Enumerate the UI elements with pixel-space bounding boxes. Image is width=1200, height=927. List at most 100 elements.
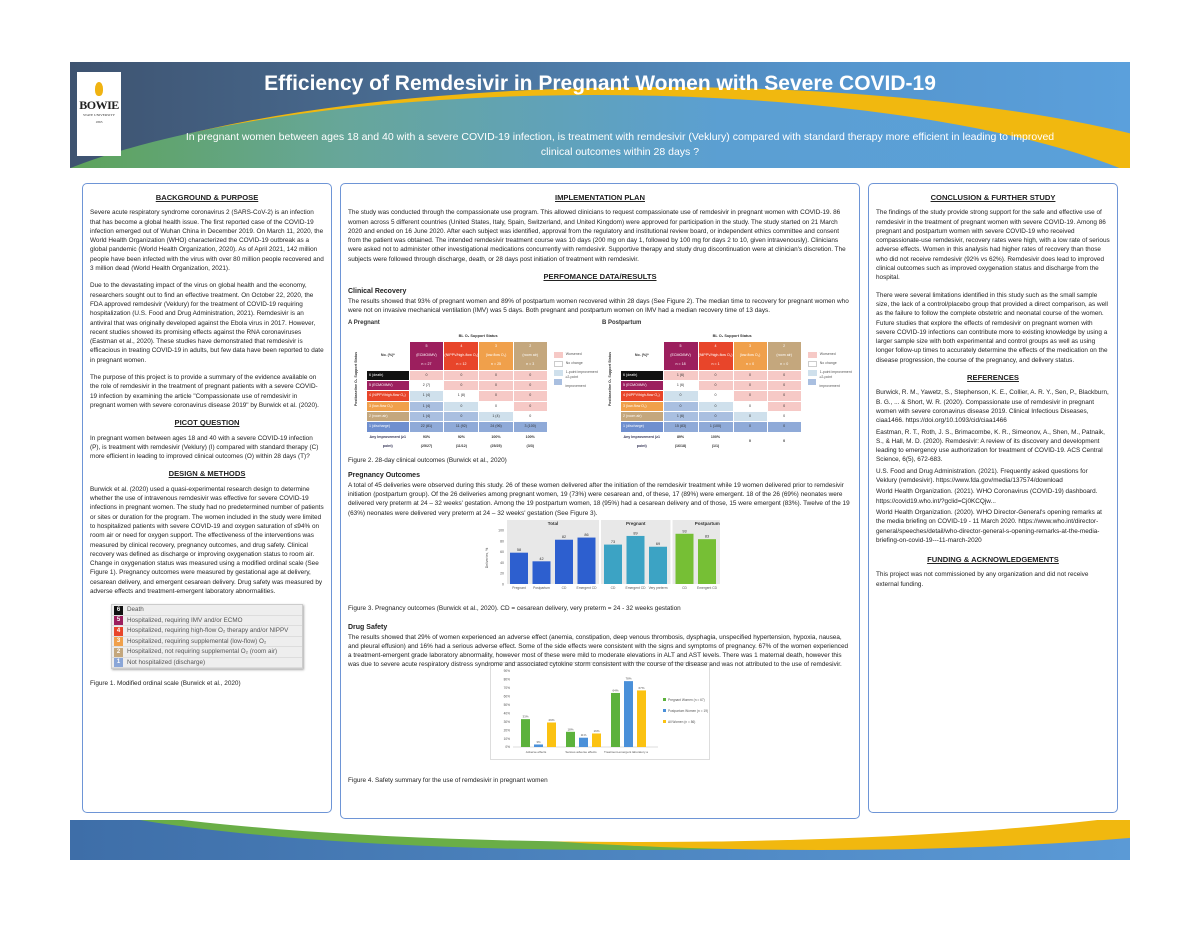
- pregnancy-outcomes-text: A total of 45 deliveries were observed d…: [348, 481, 850, 517]
- bar: [624, 680, 633, 747]
- bar: [534, 744, 543, 747]
- table-cell: 0: [408, 369, 445, 382]
- scale-number: 3: [114, 637, 123, 647]
- legend-label: 1-point improvement: [565, 370, 598, 375]
- postbaseline-axis-label: Postbaseline O₂ Support Status: [354, 351, 358, 406]
- table-row: 5 (ECMO/IMV) 2 (7) 0 0 0: [366, 380, 548, 392]
- data-label: 83: [705, 535, 709, 539]
- scale-row: 3 Hospitalized, requiring supplemental (l…: [112, 637, 302, 648]
- table-cell: 1 (4): [408, 410, 445, 423]
- column-header: 3 (low-flow O₂) n = 0: [732, 340, 768, 371]
- data-label: 86: [584, 533, 588, 537]
- table-cell: 2 (7): [408, 380, 445, 392]
- reference-item: Burwick, R. M., Yawetz, S., Stephenson, …: [876, 389, 1109, 425]
- table-row: 4 (NIPPV/high-flow O₂) 0 0 0 0: [620, 390, 802, 402]
- any-improvement-cell: 0: [732, 431, 768, 453]
- x-tick-label: Very preterm: [649, 586, 668, 590]
- table-cell: 24 (96): [478, 421, 514, 433]
- ordinal-scale-figure: 6 Death 5 Hospitalized, requiring IMV and/o…: [111, 604, 303, 670]
- legend-item: No change: [807, 360, 852, 369]
- column-header: 5 (ECMO/IMV) n = 18: [662, 340, 699, 371]
- table-cell: 11 (92): [443, 421, 480, 433]
- row-label: 1 (discharge): [366, 421, 410, 433]
- data-label: 58: [517, 548, 521, 552]
- y-tick-label: 100: [498, 528, 504, 532]
- table-row: 6 (death) 0 0 0 0: [366, 369, 548, 382]
- data-label: 73: [611, 540, 615, 544]
- background-text: Due to the devastating impact of the vir…: [90, 282, 324, 364]
- data-label: 69: [656, 542, 660, 546]
- clinical-recovery-heading: Clinical Recovery: [348, 288, 407, 296]
- x-tick-label: Postpartum: [533, 586, 550, 590]
- scale-label: Hospitalized, not requiring supplemental…: [127, 648, 278, 656]
- poster-footer-band: [70, 820, 1130, 860]
- bar: [566, 731, 575, 747]
- table-cell: 1 (8): [443, 390, 480, 402]
- flame-icon: [95, 82, 103, 96]
- picot-heading: PICOT QUESTION: [174, 418, 240, 428]
- any-improvement-cell: 100% (25/25): [478, 431, 514, 453]
- any-improvement-cell: 100% (3/3): [512, 431, 548, 453]
- scale-row: 4 Hospitalized, requiring high-flow O₂ th…: [112, 626, 302, 637]
- table-row: 3 (low-flow O₂) 0 0 0 0: [620, 400, 802, 412]
- data-label: 67%: [638, 686, 644, 690]
- x-tick-label: Treatment-emergent laboratory a: [604, 750, 648, 754]
- university-logo: BOWIE STATE UNIVERSITY 1865: [77, 72, 121, 156]
- scale-label: Hospitalized, requiring high-flow O₂ the…: [127, 627, 289, 635]
- row-label: 2 (room air): [366, 410, 410, 423]
- legend-label: No change: [565, 361, 583, 366]
- y-tick-label: 60%: [504, 694, 511, 698]
- table-cell: 1 (6): [662, 380, 699, 392]
- scale-number: 2: [114, 647, 123, 657]
- logo-name: BOWIE: [79, 98, 119, 112]
- x-tick-label: CD: [682, 586, 687, 590]
- scale-label: Hospitalized, requiring supplemental (lo…: [127, 637, 267, 645]
- x-tick-label: Emergent CD: [697, 586, 718, 590]
- row-label: 3 (low-flow O₂): [620, 400, 664, 412]
- poster-header: BOWIE STATE UNIVERSITY 1865 Efficiency o…: [70, 62, 1130, 168]
- conclusion-text: The findings of the study provide strong…: [876, 209, 1110, 282]
- legend-label: Postpartum Women (n = 19): [668, 709, 708, 713]
- y-tick-label: 50%: [504, 703, 511, 707]
- scale-label: Hospitalized, requiring IMV and/or ECMO: [127, 616, 243, 624]
- x-tick-label: Emergent CD: [577, 586, 598, 590]
- any-improvement-label: Any Improvement (≥1 point): [366, 431, 410, 453]
- data-label: 16%: [593, 729, 599, 733]
- limitations-text: There were several limitations identifie…: [876, 291, 1108, 364]
- any-improvement-label: Any Improvement (≥1 point): [620, 431, 664, 453]
- y-tick-label: 0%: [505, 745, 510, 749]
- bar: [547, 722, 556, 747]
- any-improvement-cell: 92% (11/12): [443, 431, 480, 453]
- table-row: 5 (ECMO/IMV) 1 (6) 0 0 0: [620, 380, 802, 392]
- scale-row: 5 Hospitalized, requiring IMV and/or ECMO: [112, 616, 302, 627]
- data-label: 64%: [612, 688, 618, 692]
- y-tick-label: 30%: [504, 720, 511, 724]
- data-label: 82: [562, 535, 566, 539]
- data-label: 42: [539, 557, 543, 561]
- facet-label: Postpartum: [695, 521, 720, 526]
- table-cell: 0: [697, 400, 734, 412]
- y-tick-label: 70%: [504, 686, 511, 690]
- y-tick-label: 60: [500, 550, 504, 554]
- implementation-heading: IMPLEMENTATION PLAN: [555, 193, 645, 202]
- table-row: 3 (low-flow O₂) 1 (4) 0 0 0: [366, 400, 548, 412]
- bar: [698, 539, 716, 584]
- baseline-status-header: BL O₂ Support Status: [408, 330, 548, 342]
- figure1-caption: Figure 1. Modified ordinal scale (Burwic…: [90, 680, 241, 688]
- table-legend: Worsened No change 1-point improvement ≥2-p…: [553, 351, 598, 453]
- background-heading: BACKGROUND & PURPOSE: [155, 193, 259, 202]
- data-label: 18%: [567, 727, 573, 731]
- scale-number: 4: [114, 626, 123, 636]
- bar: [521, 718, 530, 747]
- data-label: 93: [682, 529, 686, 533]
- row-header: No. (%)ᵃ: [620, 340, 664, 371]
- implementation-text: The study was conducted through the comp…: [348, 209, 846, 263]
- outcome-table: A Pregnant Postbaseline O₂ Support Status…: [348, 319, 598, 453]
- row-label: 2 (room air): [620, 410, 664, 423]
- table-cell: 1 (100): [697, 421, 734, 433]
- data-label: 29%: [548, 718, 554, 722]
- column-header: 5 (ECMO/IMV) n = 27: [408, 340, 445, 371]
- table-cell: 0: [662, 390, 699, 402]
- poster-title: Efficiency of Remdesivir in Pregnant Wom…: [264, 72, 936, 95]
- clinical-recovery-text: The results showed that 93% of pregnant …: [348, 297, 849, 314]
